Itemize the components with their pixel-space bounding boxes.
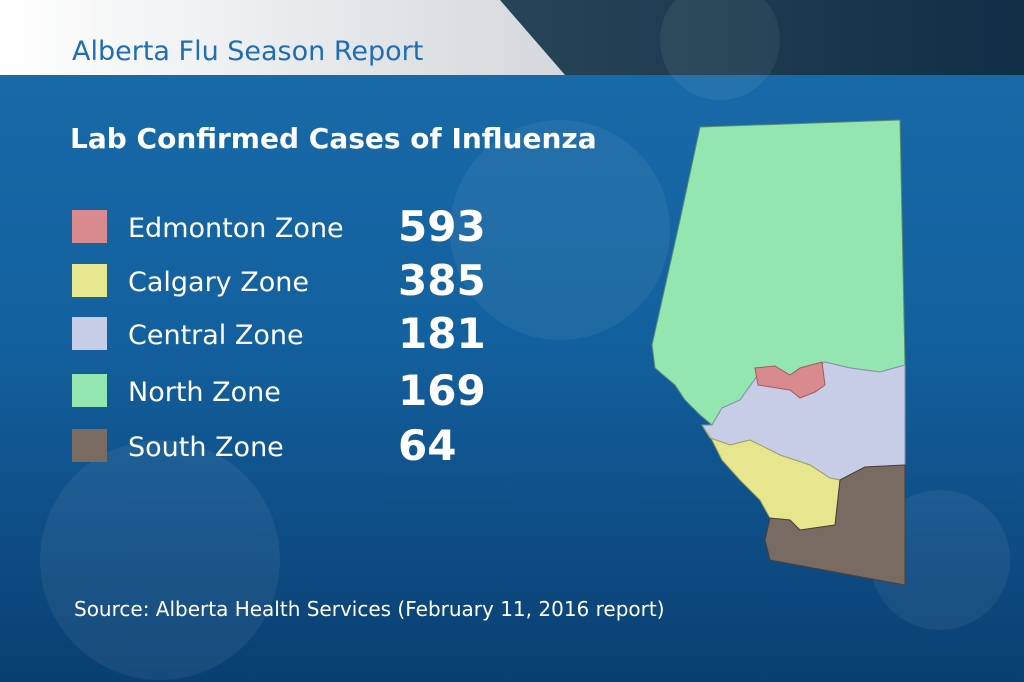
zone-name: Central Zone: [128, 320, 304, 351]
zone-name: Edmonton Zone: [128, 213, 344, 244]
title-tab: [0, 0, 565, 75]
title: Alberta Flu Season Report: [72, 36, 423, 67]
decoration: [40, 0, 1010, 680]
legend-swatch: [72, 429, 107, 462]
legend: Edmonton Zone 593 Calgary Zone 385 Central Z…: [72, 202, 486, 470]
zone-value: 181: [398, 309, 486, 358]
zone-value: 169: [398, 366, 486, 415]
legend-swatch: [72, 210, 107, 243]
south-zone-region: [764, 464, 906, 586]
zone-name: South Zone: [128, 432, 284, 463]
legend-swatch: [72, 317, 107, 350]
map: [651, 119, 906, 586]
zone-name: Calgary Zone: [128, 267, 309, 298]
legend-swatch: [72, 264, 107, 297]
zone-name: North Zone: [128, 377, 281, 408]
zone-value: 385: [398, 256, 486, 305]
source: Source: Alberta Health Services (Februar…: [74, 597, 665, 621]
zone-value: 64: [398, 421, 456, 470]
edmonton-zone-region: [754, 361, 826, 399]
zone-value: 593: [398, 202, 486, 251]
legend-swatch: [72, 374, 107, 407]
subtitle: Lab Confirmed Cases of Influenza: [70, 122, 597, 155]
